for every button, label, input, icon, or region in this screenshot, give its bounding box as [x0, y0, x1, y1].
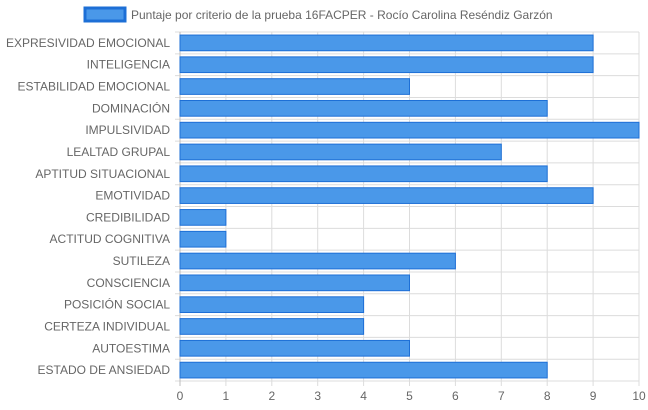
x-tick-label: 3 — [314, 389, 321, 403]
bar[interactable] — [179, 296, 365, 314]
bar[interactable] — [179, 252, 456, 270]
bar[interactable] — [179, 78, 410, 95]
bar[interactable] — [179, 165, 548, 183]
x-tick-label: 2 — [268, 389, 275, 403]
x-tick-label: 10 — [632, 389, 646, 403]
bar[interactable] — [179, 99, 548, 117]
y-tick-label: EMOTIVIDAD — [95, 189, 170, 203]
y-tick-label: EXPRESIVIDAD EMOCIONAL — [6, 36, 170, 50]
y-tick-label: AUTOESTIMA — [92, 341, 170, 355]
y-tick-label: POSICIÓN SOCIAL — [64, 297, 170, 312]
y-tick-label: ESTADO DE ANSIEDAD — [38, 363, 171, 377]
y-tick-label: IMPULSIVIDAD — [85, 123, 170, 137]
bar[interactable] — [179, 339, 410, 357]
y-tick-label: INTELIGENCIA — [87, 58, 170, 72]
y-tick-label: LEALTAD GRUPAL — [67, 145, 171, 159]
bar[interactable] — [179, 230, 227, 248]
x-tick-label: 6 — [452, 389, 459, 403]
y-tick-label: APTITUD SITUACIONAL — [35, 167, 170, 181]
x-tick-label: 0 — [177, 389, 184, 403]
bar[interactable] — [179, 34, 594, 52]
y-axis-labels: EXPRESIVIDAD EMOCIONAL INTELIGENCIA ESTABI… — [6, 36, 170, 377]
bars — [179, 34, 640, 379]
bar[interactable] — [179, 361, 548, 379]
x-tick-label: 9 — [590, 389, 597, 403]
x-tick-label: 5 — [406, 389, 413, 403]
y-tick-label: ESTABILIDAD EMOCIONAL — [18, 80, 171, 94]
bar[interactable] — [179, 121, 640, 139]
bar[interactable] — [179, 274, 410, 292]
x-axis-labels: 0 1 2 3 4 5 6 7 8 9 10 — [177, 389, 646, 403]
y-tick-label: CREDIBILIDAD — [86, 210, 170, 224]
legend-swatch — [83, 6, 127, 23]
y-tick-label: CERTEZA INDIVIDUAL — [44, 319, 170, 333]
bar[interactable] — [179, 209, 227, 226]
bar[interactable] — [179, 143, 502, 161]
bar[interactable] — [179, 318, 365, 335]
bar[interactable] — [179, 56, 594, 74]
bar[interactable] — [179, 187, 594, 204]
legend[interactable]: Puntaje por criterio de la prueba 16FACP… — [83, 6, 553, 23]
x-tick-label: 4 — [360, 389, 367, 403]
y-tick-label: SUTILEZA — [113, 254, 170, 268]
y-tick-label: DOMINACIÓN — [92, 100, 170, 115]
y-tick-label: CONSCIENCIA — [87, 276, 170, 290]
x-tick-label: 1 — [223, 389, 230, 403]
legend-label: Puntaje por criterio de la prueba 16FACP… — [131, 8, 553, 22]
y-tick-label: ACTITUD COGNITIVA — [50, 232, 170, 246]
x-tick-label: 7 — [498, 389, 505, 403]
x-tick-label: 8 — [544, 389, 551, 403]
